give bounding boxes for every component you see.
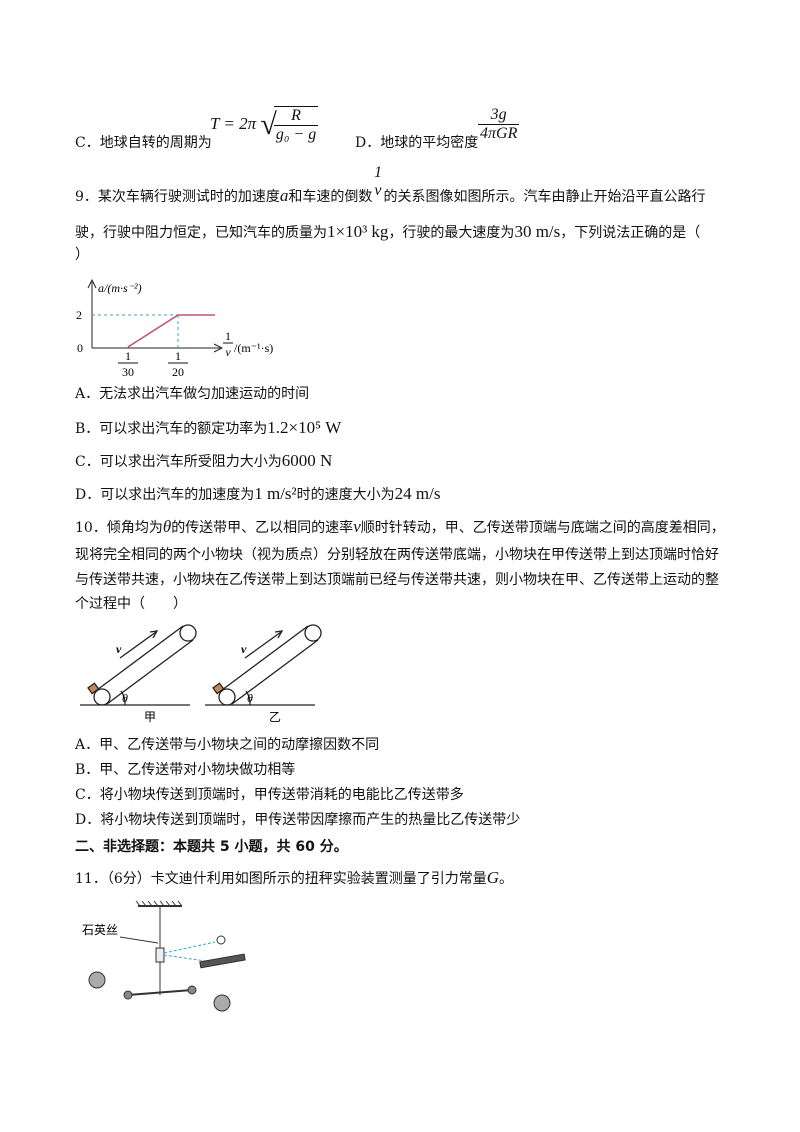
text: C．可以求出汽车所受阻力大小为 [75,454,282,470]
text: 时的速度大小为 [296,487,395,503]
graph-x-tick: 30 [122,365,134,379]
option: D．地球的平均密度 [355,135,479,151]
text: D．可以求出汽车的加速度为 [75,487,255,503]
text: 驶，行驶中阻力恒定，已知汽车的质量为 [75,225,327,241]
question-line: 与传送带共速，小物块在乙传送带上到达顶端前已经与传送带共速，则小物块在甲、乙传送… [75,572,719,588]
math: 6000 N [281,451,333,470]
text: 。 [499,871,514,887]
belt-caption: 乙 [269,710,281,724]
accel-graph [87,278,224,353]
text: 和车速的倒数 [288,189,373,205]
question-line: 9．某次车辆行驶测试时的加速度a和车速的倒数 1 v 的关系图像如图所示。汽车由静止开… [75,164,706,207]
text: B．可以求出汽车的额定功率为 [75,421,268,437]
question-line: 10．倾角均为θ的传送带甲、乙以相同的速率v顺时针转动，甲、乙传送带顶端与底端之… [75,517,725,538]
frac-den: v [374,182,382,199]
figure-label: 石英丝 [82,923,118,937]
text: 9．某次车辆行驶测试时的加速度 [75,189,280,205]
graph-y-tick: 2 [76,308,82,322]
formula: 3g 4πGR [478,106,520,143]
option: A．甲、乙传送带与小物块之间的动摩擦因数不同 [75,737,380,753]
belt-v: v [116,642,122,656]
torsion-figure [88,900,246,1012]
graph-y-label: a/(m·s⁻²) [98,281,142,295]
math: 24 m/s [394,484,441,503]
math: G [486,868,500,887]
frac-den: g₀ − g [273,125,319,143]
option: C．地球自转的周期为 [75,135,212,151]
belt-caption: 甲 [144,710,156,724]
math: v [353,517,361,536]
option: D．将小物块传送到顶端时，甲传送带因摩擦而产生的热量比乙传送带少 [75,812,521,828]
math: 30 m/s [514,222,561,241]
option: A．无法求出汽车做匀加速运动的时间 [75,386,310,402]
text: 10．倾角均为 [75,520,163,536]
graph-x-label: v [225,345,231,359]
option: C．可以求出汽车所受阻力大小为6000 N [75,451,332,472]
section-heading: 二、非选择题：本题共 5 小题，共 60 分。 [75,839,348,855]
graph-x-label: /(m⁻¹·s) [234,341,273,355]
question-line: 现将完全相同的两个小物块（视为质点）分别轻放在两传送带底端，小物块在甲传送带上到… [75,547,719,563]
frac-den: 4πGR [478,124,520,142]
formula-lhs: T = 2π [210,113,257,133]
math: 1 m/s² [254,484,297,503]
graph-x-tick: 1 [175,349,181,363]
math: 1×10³ kg [327,222,389,241]
math: a [279,186,289,205]
frac-num: 1 [373,164,382,181]
frac-num: R [291,107,301,124]
question-line: 驶，行驶中阻力恒定，已知汽车的质量为1×10³ kg，行驶的最大速度为30 m/… [75,222,700,243]
math: 1.2×10⁵ W [267,418,342,437]
text: 的传送带甲、乙以相同的速率 [171,520,354,536]
graph-x-label: 1 [225,329,231,343]
option: B．甲、乙传送带对小物块做功相等 [75,762,296,778]
belt-figure [80,624,322,706]
graph-origin: 0 [77,341,83,355]
belt-theta: θ [247,691,253,705]
text: ，行驶的最大速度为 [388,225,515,241]
frac-num: 3g [490,106,507,123]
question-line: ） [75,247,89,263]
text: ，下列说法正确的是（ [560,225,701,241]
belt-v: v [241,642,247,656]
question-line: 个过程中（ ） [75,596,187,612]
graph-x-tick: 20 [172,365,184,379]
option: B．可以求出汽车的额定功率为1.2×10⁵ W [75,418,341,439]
graph-x-tick: 1 [125,349,131,363]
text: 11．（6分）卡文迪什利用如图所示的扭秤实验装置测量了引力常量 [75,871,487,887]
radical: √ [260,108,277,141]
option: D．可以求出汽车的加速度为1 m/s²时的速度大小为24 m/s [75,484,440,505]
option: C．将小物块传送到顶端时，甲传送带消耗的电能比乙传送带多 [75,787,464,803]
belt-theta: θ [122,691,128,705]
text: 的关系图像如图所示。汽车由静止开始沿平直公路行 [383,189,706,205]
text: 顺时针转动，甲、乙传送带顶端与底端之间的高度差相同， [360,520,725,536]
math: θ [162,517,172,536]
question-line: 11．（6分）卡文迪什利用如图所示的扭秤实验装置测量了引力常量G。 [75,868,513,889]
